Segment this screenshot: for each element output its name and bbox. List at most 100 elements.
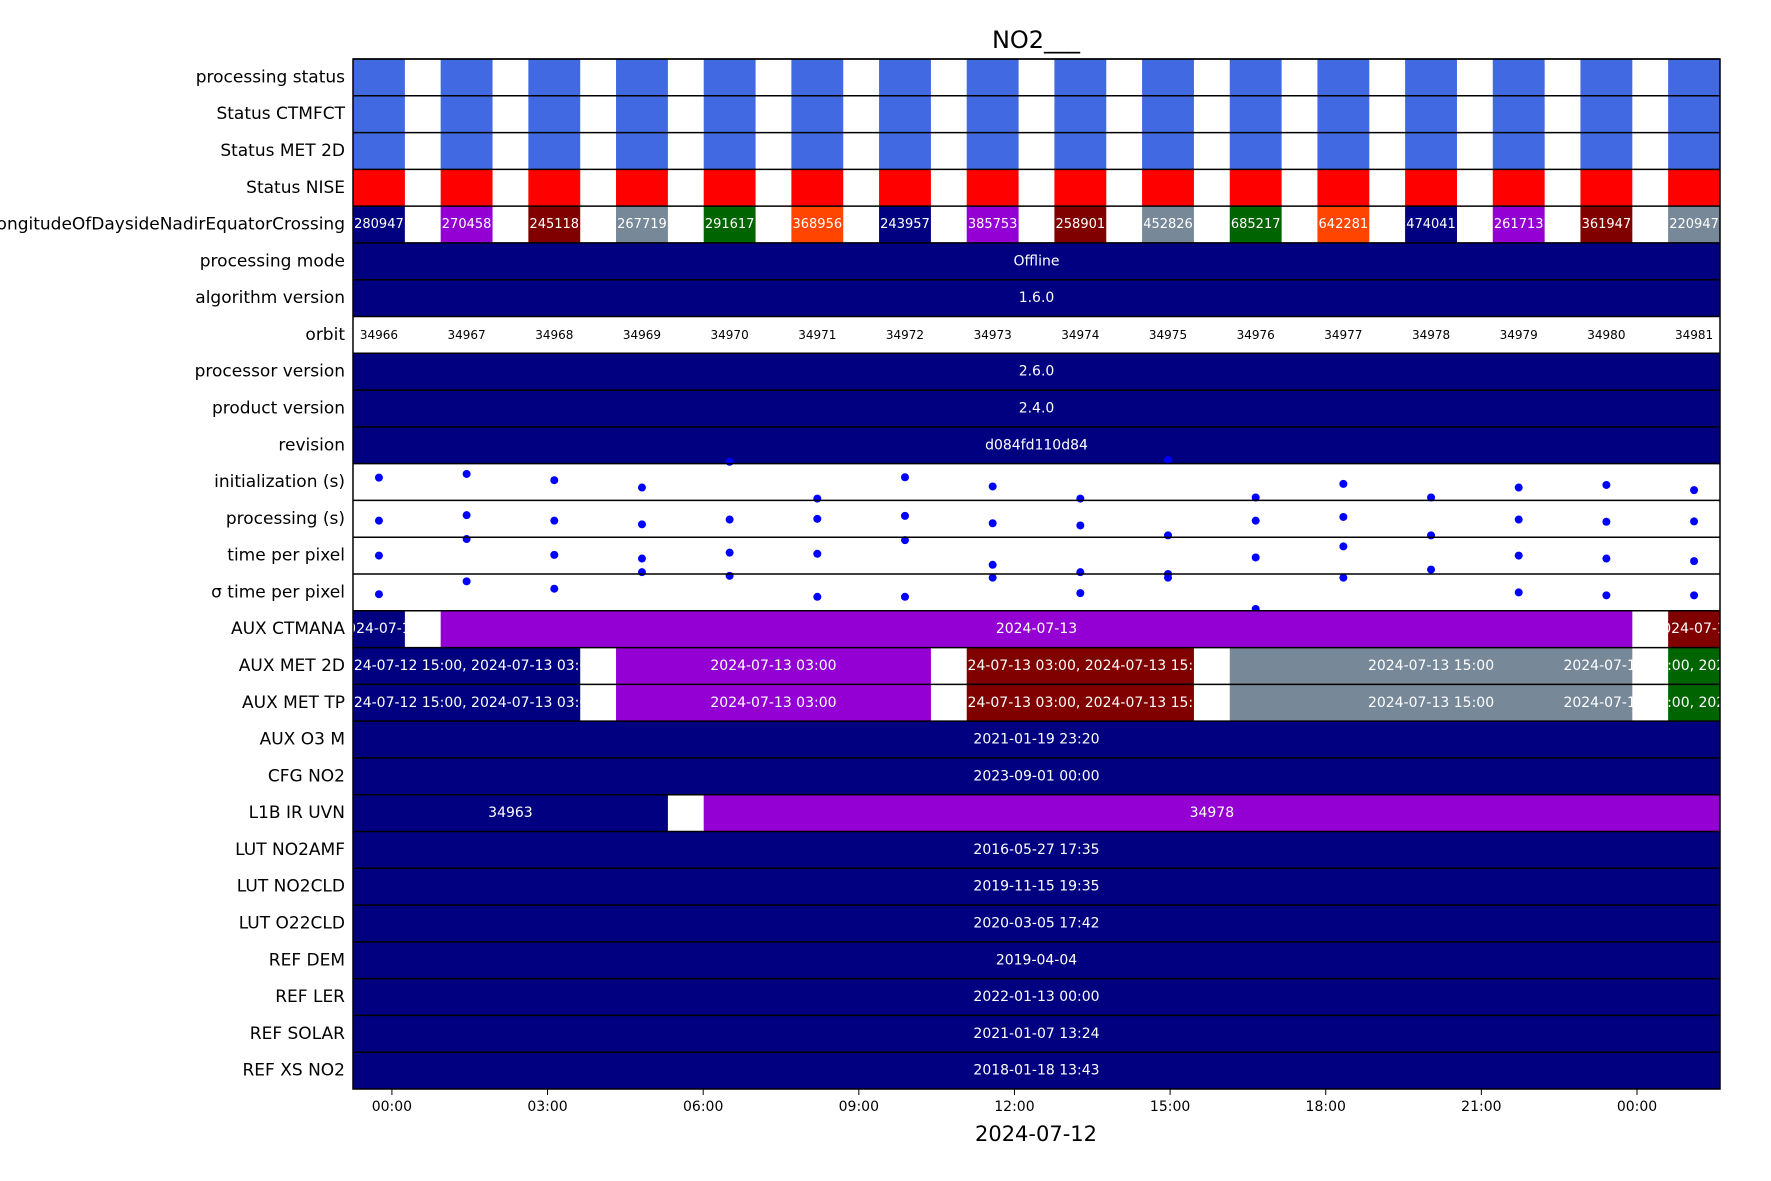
data-point (550, 476, 559, 485)
orbit-number: 34976 (1237, 328, 1275, 342)
row-label: LUT O22CLD (239, 913, 345, 933)
segment-bar (353, 610, 405, 648)
data-point (374, 551, 383, 560)
status-bar (616, 95, 668, 133)
status-bar (1492, 132, 1545, 170)
status-bar (1405, 169, 1457, 207)
x-tick-label: 06:00 (683, 1099, 723, 1115)
data-point (1427, 493, 1436, 502)
x-tick-label: 03:00 (527, 1099, 567, 1115)
orbit-number: 34981 (1675, 328, 1713, 342)
status-bar (528, 59, 581, 96)
status-bar (1054, 95, 1107, 133)
status-bar (1668, 169, 1720, 207)
data-point (900, 592, 909, 601)
bar-value-label: 2021-01-07 13:24 (973, 1026, 1099, 1042)
data-point (725, 457, 734, 466)
row-cfg-no2: 2023-09-01 00:00 (353, 757, 1720, 795)
data-point (462, 577, 471, 586)
status-bar (1580, 59, 1633, 96)
bar-value-label: 2023-09-01 00:00 (973, 768, 1099, 784)
status-bar (1405, 132, 1457, 170)
ltdnec-value: 270458 (442, 217, 492, 232)
row-label: REF DEM (269, 950, 345, 970)
row-label: LUT NO2CLD (237, 877, 345, 897)
status-bar (1317, 59, 1370, 96)
ltdnec-value: 258901 (1056, 217, 1106, 232)
row-status-nise (353, 169, 1720, 207)
row-aux-ctmana: 2024-07-11 2024-07-13 2024-07-14 (353, 610, 1734, 648)
row-label: algorithm version (195, 288, 345, 308)
orbit-number: 34966 (360, 328, 398, 342)
status-bar (791, 132, 844, 170)
status-bar (1229, 169, 1282, 207)
row-status-met-2d (353, 132, 1720, 170)
status-bar (1317, 132, 1370, 170)
row-revision: d084fd110d84 (353, 426, 1720, 464)
data-point (462, 511, 471, 520)
data-point (374, 473, 383, 482)
orbit-number: 34979 (1500, 328, 1538, 342)
ltdnec-bar (1405, 206, 1457, 243)
orbit-number: 34971 (798, 328, 836, 342)
row-lut-no2cld: 2019-11-15 19:35 (353, 868, 1720, 906)
segment-bar (966, 647, 1194, 685)
data-point (637, 520, 646, 529)
row-lut-o22cld: 2020-03-05 17:42 (353, 905, 1720, 942)
data-point (550, 550, 559, 559)
data-point (374, 590, 383, 599)
status-bar (1142, 59, 1194, 96)
value-bar (353, 242, 1720, 280)
value-bar (353, 941, 1720, 979)
status-bar (1229, 95, 1282, 133)
segment-label: 2024-07-13 15:00 (1368, 658, 1494, 674)
row-label: initialization (s) (214, 472, 345, 492)
orbit-number: 34973 (974, 328, 1012, 342)
status-bar (1142, 169, 1194, 207)
row-processing-s (374, 511, 1699, 540)
status-bar (1492, 169, 1545, 207)
segment-bar (966, 684, 1194, 722)
segment-label: 2024-07-14 (1653, 621, 1734, 637)
ltdnec-value: 452826 (1143, 217, 1193, 232)
data-point (900, 473, 909, 482)
status-bar (440, 59, 493, 96)
data-point (1339, 573, 1348, 582)
status-bar (353, 132, 405, 170)
orbit-number: 34972 (886, 328, 924, 342)
bar-value-label: 2020-03-05 17:42 (973, 915, 1099, 931)
segment-label: 2024-07-13 (996, 621, 1077, 637)
status-bar (353, 59, 405, 96)
data-point (1514, 551, 1523, 560)
ltdnec-bar (1668, 206, 1720, 243)
segment-label: 34963 (488, 805, 533, 821)
row-label: REF SOLAR (250, 1024, 345, 1044)
segment-label: 2024-07-13 03:00 (710, 658, 836, 674)
status-bar (1229, 132, 1282, 170)
row-processing-mode: Offline (353, 242, 1720, 280)
segment-bar (616, 684, 931, 722)
value-bar (353, 721, 1720, 758)
data-point (462, 469, 471, 478)
bar-value-label: 2019-11-15 19:35 (973, 879, 1099, 895)
data-point (1076, 521, 1085, 530)
segment-label: 2024-07-12 15:00, 2024-07-13 03:00 (336, 695, 597, 711)
row-label: Status MET 2D (220, 141, 345, 161)
orbit-number: 34968 (535, 328, 573, 342)
row-label: Status CTMFCT (216, 104, 345, 124)
ltdnec-value: 385753 (968, 217, 1018, 232)
row-ref-dem: 2019-04-04 (353, 941, 1720, 979)
status-bar (966, 59, 1019, 96)
data-point (637, 554, 646, 563)
data-point (988, 573, 997, 582)
status-bar (616, 132, 668, 170)
ltdnec-value: 291617 (705, 217, 755, 232)
ltdnec-bar (1229, 206, 1282, 243)
data-point (1164, 455, 1173, 464)
data-point (374, 516, 383, 525)
x-tick-label: 21:00 (1461, 1099, 1501, 1115)
ltdnec-value: 685217 (1231, 217, 1281, 232)
row-aux-o3-m: 2021-01-19 23:20 (353, 721, 1720, 758)
orbit-number: 34969 (623, 328, 661, 342)
